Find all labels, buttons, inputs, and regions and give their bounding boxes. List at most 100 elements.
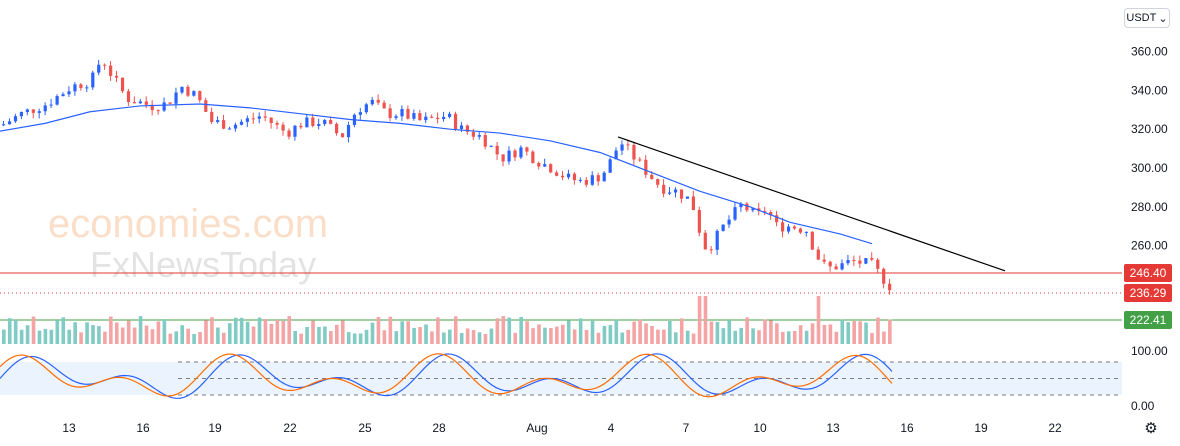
- volume-bar: [120, 327, 125, 344]
- volume-bar: [114, 322, 119, 344]
- candle-body: [7, 121, 12, 125]
- price-tick: 300.00: [1131, 161, 1168, 175]
- candle-body: [79, 84, 83, 89]
- candle-body: [120, 77, 125, 92]
- candle-body: [733, 207, 737, 220]
- candle-body: [156, 110, 160, 112]
- candle-body: [430, 116, 434, 118]
- candle-body: [126, 91, 131, 103]
- candle-body: [85, 87, 89, 89]
- candle-body: [697, 210, 701, 233]
- candle-body: [317, 123, 321, 126]
- candle-body: [2, 124, 6, 126]
- volume-bar: [305, 326, 309, 344]
- volume-bar: [382, 330, 387, 344]
- oscillator-panel: [0, 353, 1122, 399]
- volume-bar: [501, 316, 506, 344]
- candle-body: [364, 104, 368, 113]
- volume-bar: [227, 323, 232, 344]
- volume-bar: [2, 329, 6, 344]
- candle-body: [679, 189, 684, 199]
- volume-bar: [757, 330, 761, 344]
- oscillator-line-k: [0, 353, 893, 399]
- candle-body: [31, 109, 35, 113]
- oscillator-axis: 100.00 0.00: [1131, 344, 1168, 413]
- candle-body: [614, 150, 618, 160]
- volume-bar: [174, 331, 179, 344]
- candle-body: [299, 125, 303, 128]
- candle-body: [852, 260, 856, 262]
- candle-body: [192, 91, 196, 96]
- volume-bar: [882, 331, 886, 344]
- candle-body: [204, 100, 208, 112]
- candle-body: [834, 266, 838, 270]
- candle-body: [846, 260, 850, 264]
- price-tick: 260.00: [1131, 239, 1168, 253]
- volume-bar: [442, 332, 446, 344]
- candle-body: [608, 159, 612, 173]
- volume-bar: [31, 316, 36, 344]
- candle-body: [49, 104, 53, 106]
- volume-bar: [162, 319, 167, 344]
- price-lines: [0, 272, 1122, 321]
- volume-bar: [132, 327, 137, 344]
- volume-bar: [763, 319, 767, 344]
- candle-body: [555, 172, 559, 176]
- volume-bar: [471, 330, 476, 344]
- volume-bar: [329, 331, 333, 344]
- candle-body: [144, 101, 148, 105]
- volume-bar: [739, 327, 743, 344]
- candle-body: [210, 111, 214, 123]
- volume-bar: [864, 322, 868, 344]
- candle-body: [323, 120, 327, 124]
- volume-bar: [560, 324, 565, 344]
- volume-bar: [614, 319, 619, 344]
- candle-body: [656, 179, 660, 185]
- volume-bar: [352, 333, 357, 344]
- price-badge: [1124, 284, 1172, 302]
- candle-body: [97, 64, 101, 73]
- time-tick: 19: [208, 421, 222, 435]
- volume-bar: [388, 316, 393, 344]
- volume-bar: [67, 329, 72, 344]
- volume-bar: [311, 320, 315, 344]
- volume-bar: [19, 329, 24, 344]
- candle-body: [751, 208, 755, 211]
- volume-bar: [810, 323, 815, 344]
- candle-body: [150, 104, 154, 111]
- candle-body: [673, 189, 678, 193]
- volume-bar: [638, 319, 642, 344]
- volume-bar: [489, 328, 494, 344]
- price-tick: 280.00: [1131, 200, 1168, 214]
- candle-body: [566, 173, 571, 178]
- candle-body: [662, 184, 666, 194]
- volume-bar: [251, 326, 256, 344]
- volume-bar: [370, 322, 375, 344]
- candle-body: [138, 101, 142, 104]
- candle-body: [222, 120, 226, 129]
- trendline[interactable]: [617, 136, 1006, 272]
- watermark-line2: FxNewsToday: [90, 244, 316, 285]
- currency-selector[interactable]: USDT ⌄: [1124, 8, 1170, 28]
- time-tick: 16: [136, 421, 150, 435]
- candle-body: [519, 147, 523, 158]
- volume-bar: [608, 325, 613, 344]
- candle-body: [816, 249, 820, 260]
- candle-body: [198, 91, 202, 101]
- candle-body: [376, 99, 380, 103]
- candle-body: [406, 108, 410, 119]
- volume-bars: [2, 296, 892, 344]
- candle-body: [329, 120, 333, 124]
- volume-bar: [323, 326, 327, 344]
- candle-body: [775, 215, 779, 223]
- candle-body: [216, 120, 220, 123]
- candle-body: [537, 162, 541, 167]
- volume-bar: [436, 317, 440, 344]
- volume-bar: [317, 326, 321, 344]
- volume-bar: [180, 325, 184, 344]
- volume-bar: [91, 325, 95, 344]
- gear-icon[interactable]: ⚙: [1144, 420, 1158, 437]
- candle-body: [346, 124, 351, 138]
- volume-bar: [138, 316, 143, 344]
- volume-bar: [745, 317, 749, 344]
